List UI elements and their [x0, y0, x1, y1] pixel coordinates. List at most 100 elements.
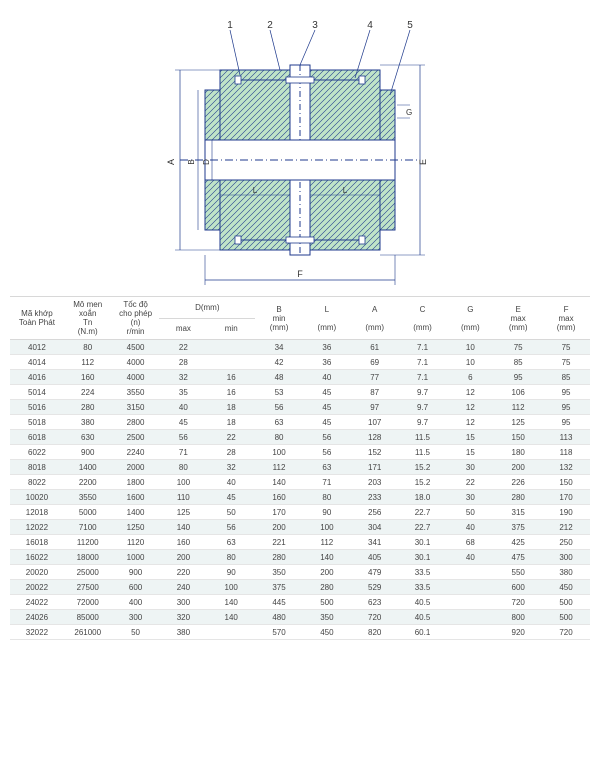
cell-tn: 27500: [64, 580, 112, 595]
cell-l: 63: [303, 460, 351, 475]
cell-b: 160: [255, 490, 303, 505]
cell-a: 87: [351, 385, 399, 400]
cell-a: 69: [351, 355, 399, 370]
cell-tn: 2200: [64, 475, 112, 490]
cell-b: 221: [255, 535, 303, 550]
cell-model: 24026: [10, 610, 64, 625]
cell-c: 9.7: [399, 385, 447, 400]
cell-n: 2000: [112, 460, 160, 475]
cell-l: 280: [303, 580, 351, 595]
cell-l: 56: [303, 445, 351, 460]
cell-dmax: 320: [159, 610, 207, 625]
cell-g: 10: [446, 340, 494, 355]
cell-dmin: 22: [207, 430, 255, 445]
cell-c: 15.2: [399, 460, 447, 475]
cell-a: 405: [351, 550, 399, 565]
table-row: 5016280315040185645979.71211295: [10, 400, 590, 415]
table-row: 6022900224071281005615211.515180118: [10, 445, 590, 460]
cell-model: 5016: [10, 400, 64, 415]
cell-a: 107: [351, 415, 399, 430]
cell-b: 570: [255, 625, 303, 640]
cell-tn: 18000: [64, 550, 112, 565]
cell-f: 113: [542, 430, 590, 445]
cell-tn: 7100: [64, 520, 112, 535]
cell-dmin: 90: [207, 565, 255, 580]
cell-dmax: 22: [159, 340, 207, 355]
cell-e: 95: [494, 370, 542, 385]
cell-n: 4000: [112, 355, 160, 370]
table-row: 200222750060024010037528052933.5600450: [10, 580, 590, 595]
cell-g: [446, 595, 494, 610]
cell-b: 140: [255, 475, 303, 490]
cell-dmin: 140: [207, 595, 255, 610]
col-G: G(mm): [446, 297, 494, 340]
cell-e: 112: [494, 400, 542, 415]
cell-c: 7.1: [399, 370, 447, 385]
cell-e: 800: [494, 610, 542, 625]
cell-e: 920: [494, 625, 542, 640]
cell-n: 4000: [112, 370, 160, 385]
svg-text:3: 3: [312, 20, 318, 31]
cell-dmax: 71: [159, 445, 207, 460]
cell-tn: 5000: [64, 505, 112, 520]
cell-dmax: 300: [159, 595, 207, 610]
cell-e: 150: [494, 430, 542, 445]
cell-f: 212: [542, 520, 590, 535]
cell-n: 1800: [112, 475, 160, 490]
spec-table: Mã khớpToàn Phát Mô men xoắnTn(N.m) Tốc …: [10, 296, 590, 640]
cell-tn: 630: [64, 430, 112, 445]
cell-b: 80: [255, 430, 303, 445]
cell-c: 7.1: [399, 340, 447, 355]
col-D: D(mm): [159, 297, 255, 319]
cell-n: 900: [112, 565, 160, 580]
cell-g: [446, 580, 494, 595]
cell-dmax: 32: [159, 370, 207, 385]
cell-g: [446, 610, 494, 625]
cell-c: 60.1: [399, 625, 447, 640]
cell-dmax: 80: [159, 460, 207, 475]
cell-b: 53: [255, 385, 303, 400]
cell-b: 34: [255, 340, 303, 355]
cell-b: 48: [255, 370, 303, 385]
cell-tn: 25000: [64, 565, 112, 580]
svg-text:L: L: [253, 186, 258, 195]
cell-b: 350: [255, 565, 303, 580]
cell-dmin: [207, 625, 255, 640]
cell-f: 95: [542, 400, 590, 415]
cell-f: 380: [542, 565, 590, 580]
cell-a: 128: [351, 430, 399, 445]
cell-dmax: 240: [159, 580, 207, 595]
table-row: 1201850001400125501709025622.750315190: [10, 505, 590, 520]
cell-l: 40: [303, 370, 351, 385]
cell-l: 45: [303, 385, 351, 400]
cell-n: 300: [112, 610, 160, 625]
cell-model: 12022: [10, 520, 64, 535]
cell-dmin: 63: [207, 535, 255, 550]
svg-text:2: 2: [267, 20, 273, 31]
cell-c: 30.1: [399, 550, 447, 565]
cell-b: 100: [255, 445, 303, 460]
cell-f: 300: [542, 550, 590, 565]
cell-tn: 3550: [64, 490, 112, 505]
cell-c: 22.7: [399, 505, 447, 520]
col-C: C(mm): [399, 297, 447, 340]
cell-dmin: 18: [207, 415, 255, 430]
col-E: Emax(mm): [494, 297, 542, 340]
cell-g: 40: [446, 550, 494, 565]
cell-model: 16022: [10, 550, 64, 565]
cell-n: 1120: [112, 535, 160, 550]
cell-n: 2500: [112, 430, 160, 445]
cell-a: 529: [351, 580, 399, 595]
cell-dmin: 28: [207, 445, 255, 460]
cell-e: 720: [494, 595, 542, 610]
cell-tn: 261000: [64, 625, 112, 640]
cell-n: 1400: [112, 505, 160, 520]
cell-dmin: 140: [207, 610, 255, 625]
cell-f: 85: [542, 370, 590, 385]
cell-g: 15: [446, 445, 494, 460]
cell-n: 3150: [112, 400, 160, 415]
cell-tn: 1400: [64, 460, 112, 475]
cell-tn: 160: [64, 370, 112, 385]
col-L: L(mm): [303, 297, 351, 340]
cell-model: 8022: [10, 475, 64, 490]
